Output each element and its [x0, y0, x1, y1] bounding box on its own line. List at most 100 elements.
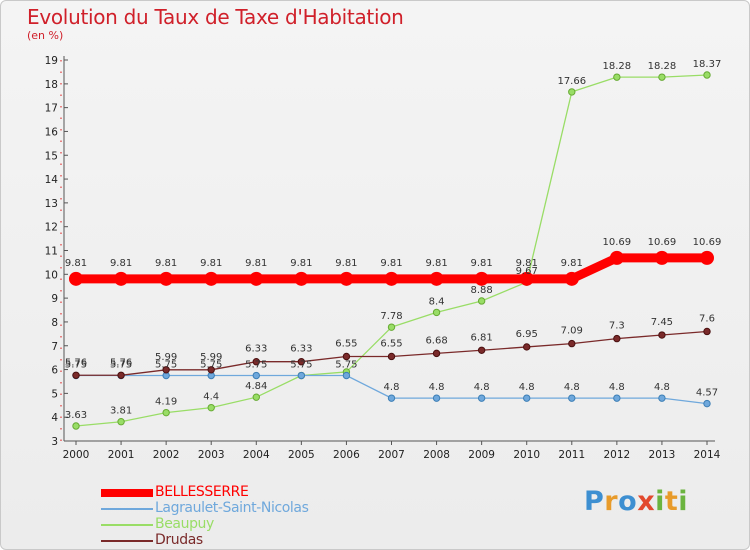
legend-label: Lagraulet-Saint-Nicolas [155, 500, 309, 516]
data-label: 6.55 [380, 338, 402, 349]
data-point [613, 334, 621, 343]
x-tick-label: 2005 [288, 449, 315, 461]
logo-letter: t [664, 486, 679, 517]
data-point [477, 297, 486, 305]
y-tick-label: 7 [51, 341, 58, 353]
y-tick-label: 3 [51, 436, 58, 448]
data-label: 9.81 [245, 258, 267, 269]
data-label: 5.75 [155, 360, 177, 371]
x-tick-label: 2011 [558, 449, 585, 461]
x-tick-label: 2006 [333, 449, 360, 461]
data-label: 4.8 [384, 382, 400, 393]
data-label: 5.75 [245, 360, 267, 371]
chart-title: Evolution du Taux de Taxe d'Habitation [27, 5, 404, 29]
x-tick-label: 2014 [694, 449, 721, 461]
data-label: 9.81 [471, 258, 493, 269]
y-tick-label: 13 [45, 198, 58, 210]
x-tick-label: 2008 [423, 449, 450, 461]
data-point [204, 271, 219, 286]
data-point [703, 71, 711, 79]
data-label: 3.81 [110, 406, 132, 417]
data-label: 5.75 [335, 360, 357, 371]
data-point [207, 366, 215, 374]
data-point [207, 403, 215, 412]
data-point [384, 271, 399, 286]
data-label: 4.57 [696, 388, 718, 399]
data-label: 6.95 [516, 329, 538, 340]
data-point [114, 271, 129, 286]
data-point [249, 271, 264, 286]
legend-swatch [101, 524, 153, 526]
x-tick-label: 2004 [243, 449, 270, 461]
data-label: 9.81 [290, 258, 312, 269]
data-point [339, 271, 354, 286]
data-point [700, 250, 714, 265]
y-tick-label: 8 [51, 317, 58, 329]
x-tick-label: 2013 [649, 449, 676, 461]
data-point [703, 399, 711, 408]
data-label: 9.81 [516, 258, 538, 269]
data-label: 9.67 [516, 266, 538, 277]
data-label: 6.33 [245, 344, 267, 355]
data-point [252, 358, 260, 366]
data-label: 8.4 [429, 296, 445, 307]
data-label: 8.88 [471, 285, 493, 296]
proxiti-logo: Proxiti [584, 486, 688, 517]
data-point [613, 73, 621, 81]
data-label: 6.81 [471, 332, 493, 343]
logo-letter: x [637, 486, 656, 517]
data-point [117, 418, 125, 426]
y-tick-label: 14 [45, 174, 59, 186]
data-label: 5.76 [110, 357, 132, 368]
data-point [159, 271, 174, 286]
logo-letter: r [604, 486, 619, 517]
data-label: 18.28 [603, 61, 632, 72]
data-label: 7.3 [609, 321, 625, 332]
data-label: 6.68 [425, 335, 447, 346]
data-point [297, 371, 306, 380]
data-label: 18.28 [648, 61, 677, 72]
data-label: 5.99 [200, 352, 222, 363]
data-label: 4.19 [155, 397, 177, 408]
data-point [432, 308, 441, 317]
data-label: 10.69 [648, 237, 677, 248]
data-point [342, 352, 351, 361]
data-point [252, 371, 260, 380]
data-point [658, 394, 666, 402]
data-label: 6.33 [290, 344, 312, 355]
data-label: 3.63 [65, 410, 87, 421]
chart-subtitle: (en %) [27, 29, 64, 42]
data-point [162, 408, 170, 417]
data-point [703, 327, 711, 336]
data-point [519, 271, 534, 286]
data-point [387, 323, 396, 331]
data-label: 9.81 [380, 258, 402, 269]
data-point [432, 349, 441, 358]
x-tick-label: 2000 [63, 449, 90, 461]
data-label: 5.75 [200, 360, 222, 371]
data-point [568, 88, 576, 96]
data-label: 10.69 [603, 237, 632, 248]
data-point [297, 358, 306, 366]
legend-label: Beaupuy [155, 516, 214, 532]
data-point [387, 352, 396, 361]
data-label: 4.8 [474, 382, 490, 393]
data-label: 9.81 [110, 258, 132, 269]
logo-letter: o [618, 486, 638, 517]
y-tick-label: 5 [51, 388, 58, 400]
data-label: 4.4 [203, 392, 219, 403]
data-label: 9.81 [425, 258, 447, 269]
data-label: 18.37 [693, 59, 722, 70]
data-label: 5.76 [65, 357, 87, 368]
data-label: 10.69 [693, 237, 722, 248]
data-label: 7.78 [380, 311, 402, 322]
data-label: 4.8 [654, 382, 670, 393]
y-tick-label: 17 [45, 103, 58, 115]
data-point [658, 73, 666, 81]
data-point [523, 343, 531, 351]
x-tick-label: 2003 [198, 449, 225, 461]
legend-label: BELLESSERRE [155, 484, 249, 500]
data-label: 7.6 [699, 313, 715, 324]
logo-letter: i [655, 486, 665, 517]
